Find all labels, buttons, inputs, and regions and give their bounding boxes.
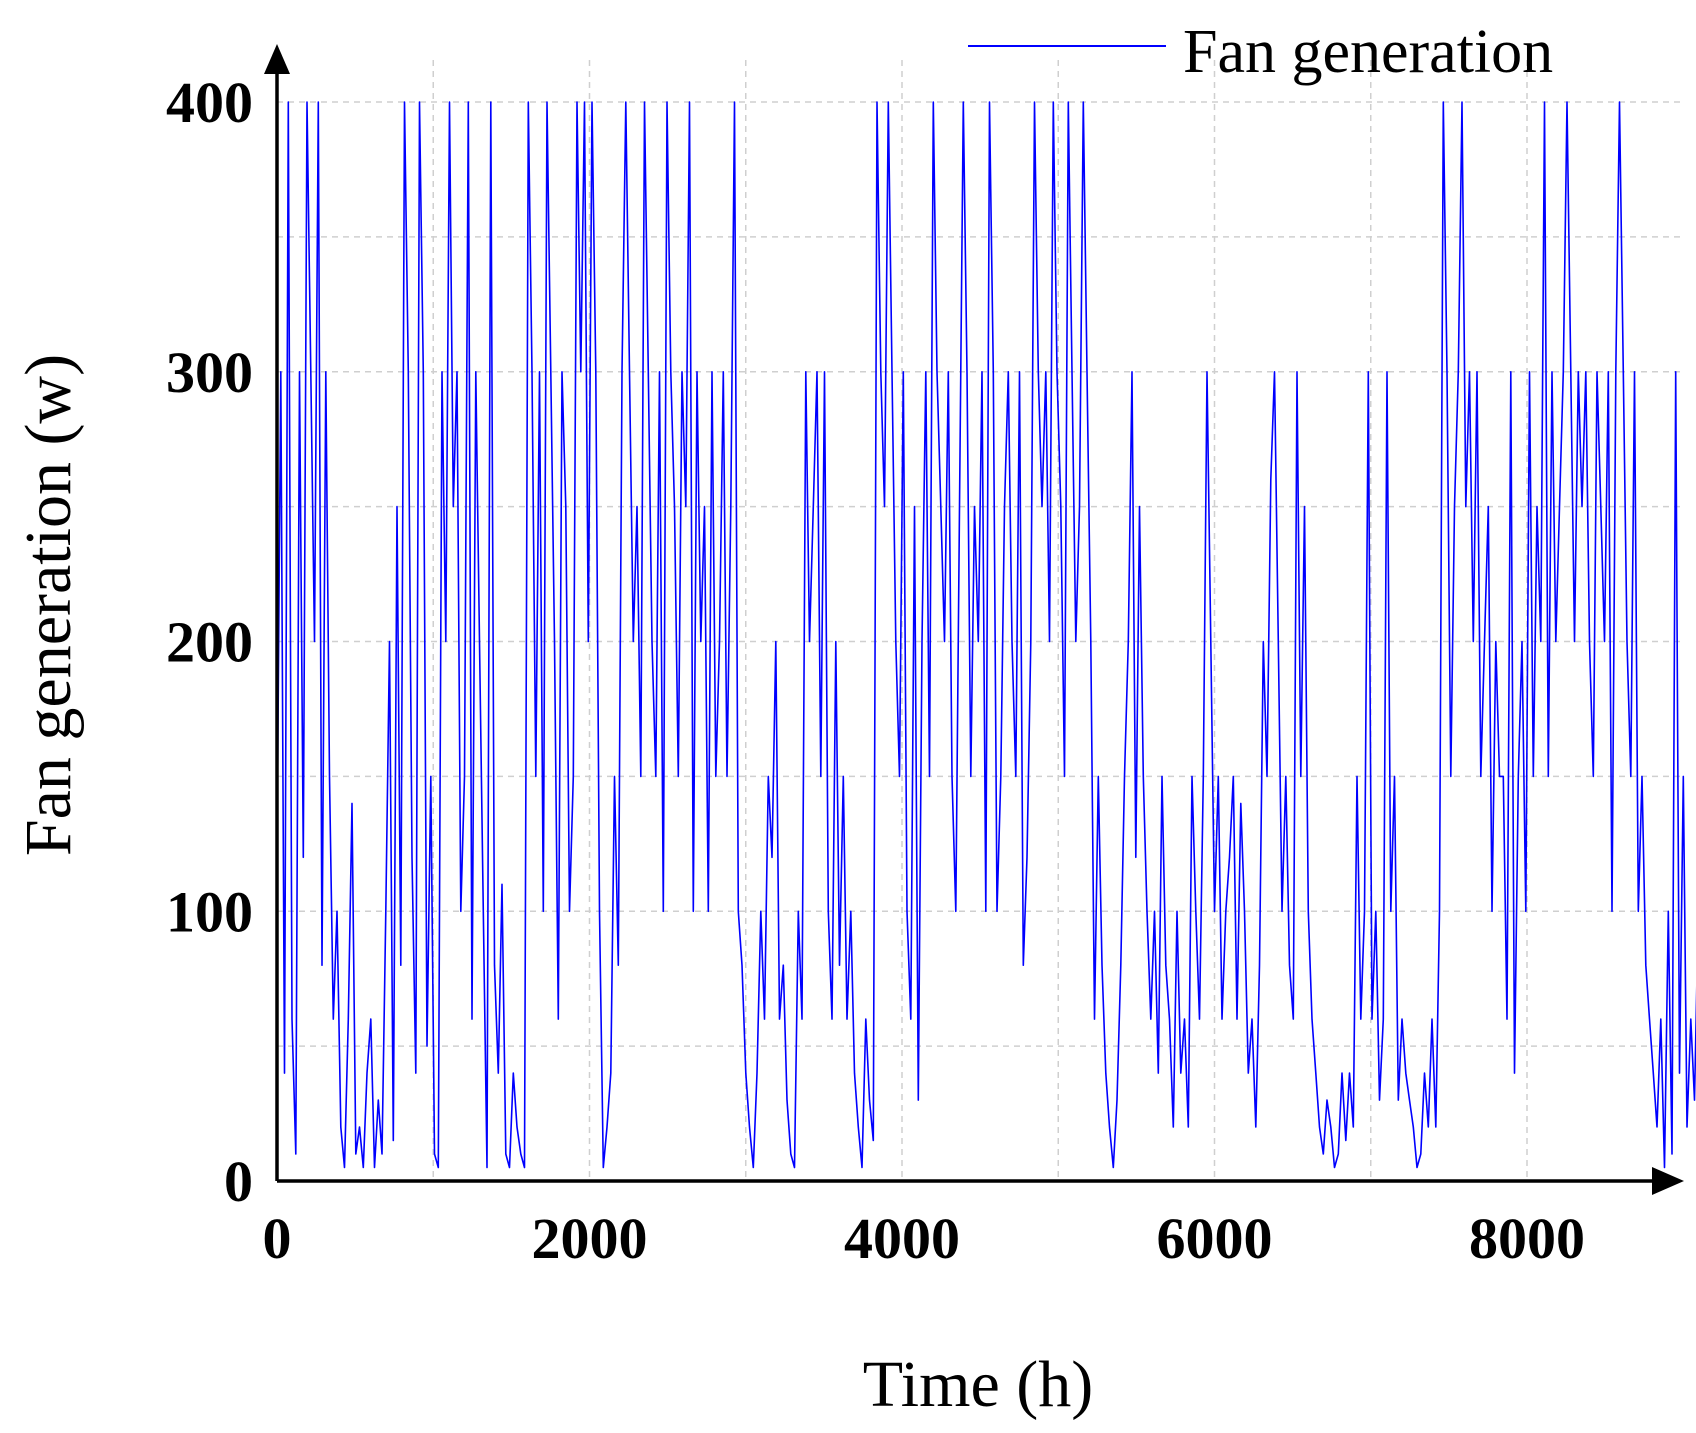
grid [277, 60, 1680, 1181]
y-axis-label: Fan generation (w) [12, 354, 85, 856]
y-tick-label: 100 [166, 879, 253, 944]
legend-label-fan-generation: Fan generation [1183, 18, 1553, 86]
y-tick-labels: 0 100 200 300 400 [166, 70, 253, 1214]
y-tick-label: 0 [224, 1149, 253, 1214]
x-tick-label: 0 [263, 1206, 292, 1271]
y-tick-label: 200 [166, 610, 253, 675]
legend: Fan generation [968, 18, 1553, 86]
plot-area [276, 101, 1696, 1169]
x-tick-label: 8000 [1469, 1206, 1585, 1271]
x-axis-label: Time (h) [863, 1348, 1093, 1421]
x-tick-label: 2000 [532, 1206, 648, 1271]
y-tick-label: 400 [166, 70, 253, 135]
fan-generation-series-line [276, 101, 1696, 1169]
x-tick-label: 6000 [1157, 1206, 1273, 1271]
axes [264, 44, 1684, 1195]
y-tick-label: 300 [166, 340, 253, 405]
x-axis-arrowhead [1652, 1167, 1684, 1195]
x-tick-labels: 0 2000 4000 6000 8000 [263, 1206, 1586, 1271]
x-tick-label: 4000 [844, 1206, 960, 1271]
y-axis-arrowhead [264, 44, 290, 74]
